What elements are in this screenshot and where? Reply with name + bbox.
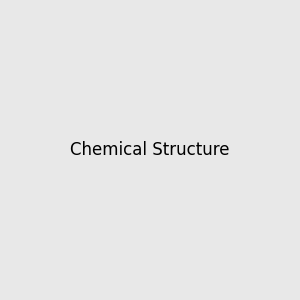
Text: Chemical Structure: Chemical Structure <box>70 141 230 159</box>
